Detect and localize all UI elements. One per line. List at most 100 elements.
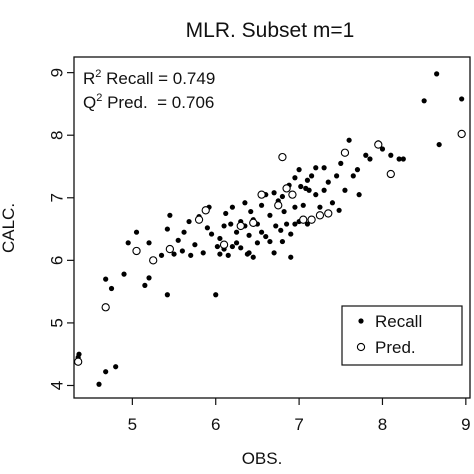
fit-statistics: R2 Recall = 0.749 Q2 Pred. = 0.706: [83, 68, 215, 112]
chart-title: MLR. Subset m=1: [186, 19, 355, 42]
recall-point: [133, 229, 140, 235]
recall-point: [273, 223, 279, 229]
recall-point: [233, 229, 240, 235]
series-pred: [74, 129, 466, 366]
recall-point: [271, 250, 277, 256]
recall-point: [300, 202, 306, 208]
recall-point: [288, 231, 294, 237]
pred-point: [315, 211, 325, 220]
recall-point: [421, 98, 427, 104]
recall-point: [121, 271, 127, 277]
x-tick-label-9: 9: [461, 415, 470, 434]
recall-point: [164, 226, 170, 232]
x-tick-label-6: 6: [211, 415, 220, 434]
pred-point: [324, 209, 333, 218]
recall-point: [279, 193, 286, 200]
pred-point: [101, 303, 110, 312]
recall-point: [436, 141, 442, 148]
pred-point: [74, 357, 83, 366]
pred-point: [257, 190, 266, 199]
recall-point: [76, 351, 82, 357]
recall-point: [313, 165, 319, 171]
recall-point: [267, 212, 273, 218]
recall-point: [258, 229, 265, 235]
recall-point: [298, 183, 304, 190]
recall-point: [108, 285, 115, 292]
recall-point: [367, 156, 373, 162]
recall-point: [279, 238, 286, 245]
recall-point: [459, 96, 465, 102]
pred-point: [386, 169, 395, 179]
recall-point: [125, 240, 131, 246]
recall-point: [233, 240, 240, 246]
pred-point: [307, 215, 316, 224]
recall-point: [334, 173, 340, 179]
recall-point: [363, 152, 369, 158]
recall-point: [244, 251, 251, 257]
legend: Recall Pred.: [341, 305, 463, 366]
recall-point: [164, 292, 170, 298]
recall-point: [146, 275, 152, 281]
recall-point: [179, 248, 185, 254]
pred-point: [278, 152, 287, 162]
x-tick-label-8: 8: [378, 415, 387, 434]
q2-pred-annotation: Q2 Pred. = 0.706: [83, 92, 214, 112]
recall-point: [158, 252, 165, 258]
x-axis: 5 6 7 8 9: [128, 398, 471, 434]
recall-point: [400, 156, 406, 162]
recall-point: [304, 177, 311, 183]
recall-point: [356, 192, 362, 198]
recall-point: [283, 221, 290, 227]
recall-point: [113, 364, 119, 370]
recall-point: [223, 210, 229, 217]
recall-point: [103, 276, 109, 282]
recall-point: [167, 212, 173, 218]
pred-point: [194, 215, 204, 224]
r2-recall-annotation: R2 Recall = 0.749: [83, 68, 215, 88]
pred-point: [340, 148, 350, 157]
legend-label-pred: Pred.: [375, 338, 416, 357]
pred-point: [165, 244, 175, 254]
y-tick-label-6: 6: [47, 256, 66, 265]
recall-point: [263, 233, 269, 240]
pred-point: [149, 256, 158, 265]
recall-point: [379, 146, 386, 152]
pred-point: [236, 221, 245, 231]
recall-point: [246, 232, 252, 238]
recall-point: [309, 173, 315, 179]
legend-marker-recall: [358, 318, 364, 324]
pred-point: [299, 215, 308, 224]
recall-point: [388, 152, 394, 158]
recall-point: [296, 167, 302, 173]
recall-point: [217, 235, 223, 242]
recall-point: [292, 204, 298, 210]
y-axis-label: CALC.: [0, 203, 18, 253]
recall-point: [267, 238, 273, 245]
pred-point: [457, 129, 466, 139]
recall-point: [181, 229, 187, 235]
recall-point: [292, 175, 298, 181]
recall-point: [336, 207, 342, 213]
recall-point: [329, 200, 336, 206]
recall-point: [175, 237, 181, 243]
pred-point: [274, 201, 283, 210]
recall-point: [258, 202, 265, 208]
y-tick-label-5: 5: [47, 318, 66, 327]
x-tick-label-5: 5: [128, 415, 137, 434]
recall-point: [213, 292, 219, 298]
recall-point: [292, 221, 298, 227]
pred-point: [282, 184, 291, 193]
y-tick-label-9: 9: [47, 68, 66, 77]
recall-point: [186, 218, 192, 225]
recall-point: [208, 231, 215, 237]
pred-point: [288, 190, 297, 199]
data-points: [74, 71, 466, 387]
recall-point: [354, 167, 361, 173]
recall-point: [313, 192, 319, 198]
recall-point: [229, 204, 235, 210]
recall-point: [254, 240, 261, 246]
legend-label-recall: Recall: [375, 312, 422, 331]
legend-marker-pred: [356, 342, 366, 352]
recall-point: [217, 251, 223, 257]
